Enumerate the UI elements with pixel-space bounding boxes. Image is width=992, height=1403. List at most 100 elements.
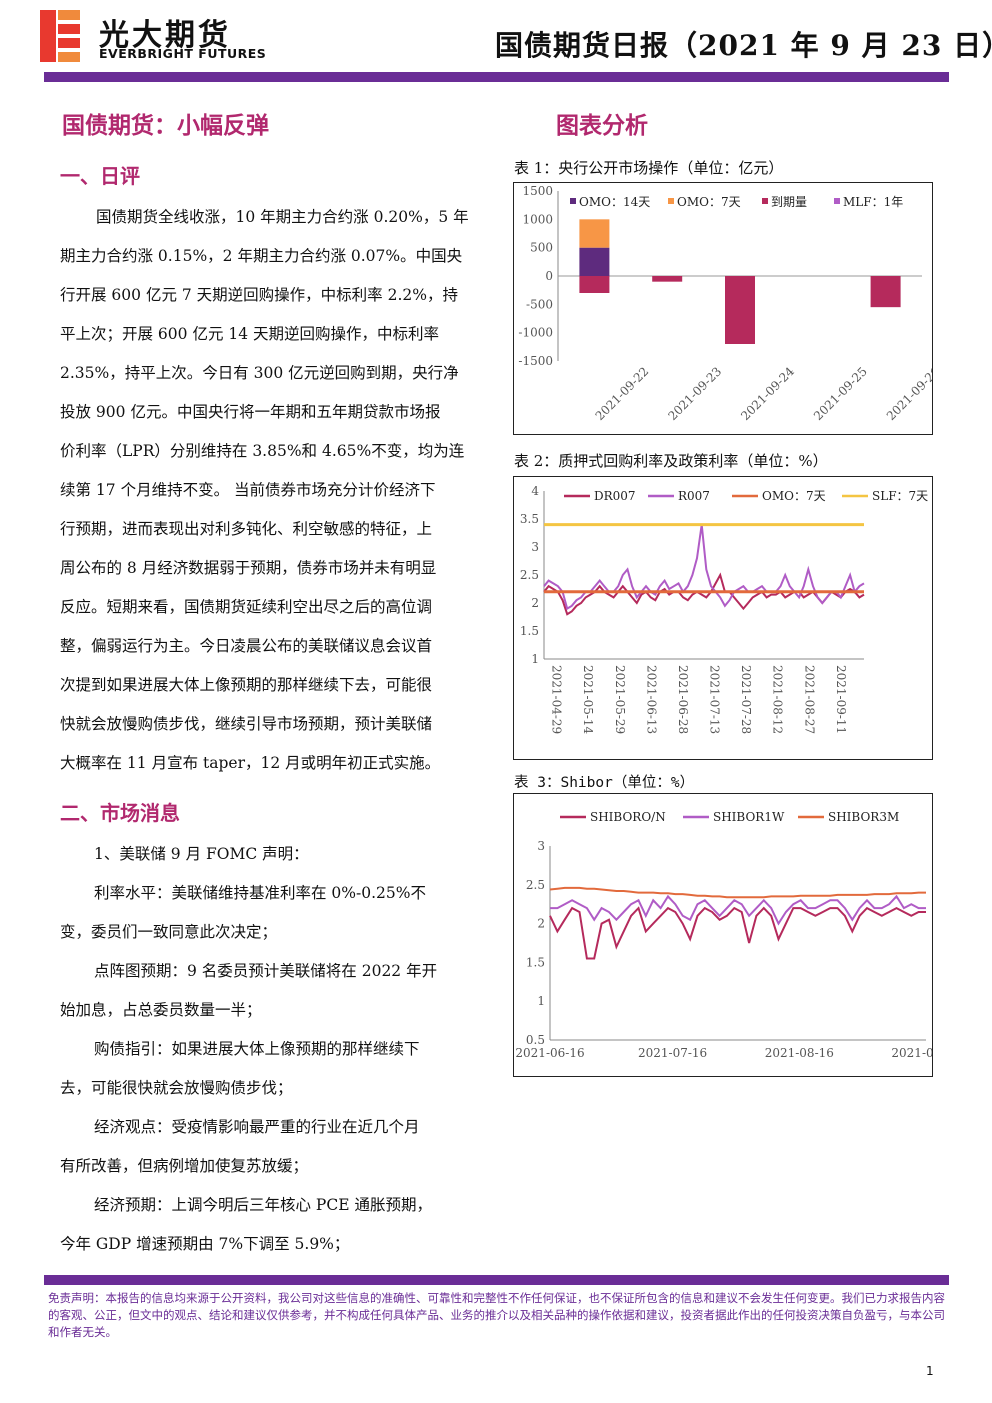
body-line: 始加息，占总委员数量一半； xyxy=(60,1001,262,1019)
body-line: 续第 17 个月维持不变。 当前债券市场充分计价经济下 xyxy=(60,481,436,499)
body-line: 周公布的 8 月经济数据弱于预期，债券市场并未有明显 xyxy=(60,559,437,577)
chart1-frame: -1500 -1000 -500 0 500 1000 1500 2021-09-22 2021… xyxy=(513,182,943,435)
logo-name-en: EVERBRIGHT FUTURES xyxy=(99,46,267,61)
y-tick-label: 2 xyxy=(537,917,545,931)
chart3-caption: 表 3：Shibor（单位：%） xyxy=(514,775,695,791)
legend-swatch xyxy=(668,198,674,204)
x-tick-label: 2021-06-28 xyxy=(676,665,690,734)
y-tick-label: 3.5 xyxy=(520,512,539,526)
x-tick-label: 2021-09-25 xyxy=(811,364,870,423)
y-tick-label: 1000 xyxy=(522,212,553,226)
bar-segment xyxy=(579,276,610,293)
shibor-line-chart: 0.5 1 1.5 2 2.5 3 2021-06-16 2021-07-16 2021-08-… xyxy=(515,810,960,1060)
body-line: 大概率在 11 月宣布 taper，12 月或明年初正式实施。 xyxy=(60,754,441,772)
section2-title: 二、市场消息 xyxy=(60,801,180,825)
y-tick-label: -1000 xyxy=(518,326,553,340)
logo-icon xyxy=(40,10,80,62)
x-tick-label: 2021-09-11 xyxy=(834,665,848,734)
y-tick-label: 3 xyxy=(537,839,545,853)
body-line: 变，委员们一致同意此次决定； xyxy=(60,923,278,941)
body-line: 行开展 600 亿元 7 天期逆回购操作，中标利率 2.2%，持 xyxy=(60,286,458,304)
logo-mark xyxy=(40,10,84,62)
x-tick-label: 2021-08-16 xyxy=(765,1046,834,1060)
y-tick-label: 0.5 xyxy=(526,1033,545,1047)
x-tick-label: 2021-07-13 xyxy=(708,665,722,734)
y-tick-label: 1.5 xyxy=(526,955,545,969)
legend-label: R007 xyxy=(678,489,710,503)
legend-swatch xyxy=(834,198,840,204)
legend-label: OMO：7天 xyxy=(677,195,741,209)
y-tick-label: 1 xyxy=(531,652,539,666)
y-tick-label: -500 xyxy=(526,297,553,311)
body-line: 国债期货全线收涨，10 年期主力合约涨 0.20%，5 年 xyxy=(96,208,469,226)
series-line xyxy=(543,524,865,611)
body-line: 投放 900 亿元。中国央行将一年期和五年期贷款市场报 xyxy=(60,403,441,421)
chart-section-title: 图表分析 xyxy=(556,112,648,139)
y-tick-label: 2.5 xyxy=(520,568,539,582)
body-line: 今年 GDP 增速预期由 7%下调至 5.9%； xyxy=(60,1235,350,1253)
y-tick-label: 0 xyxy=(545,269,553,283)
body-line: 反应。短期来看，国债期货延续利空出尽之后的高位调 xyxy=(60,598,433,616)
y-tick-label: 2 xyxy=(531,596,539,610)
legend-label: SHIBORO/N xyxy=(590,810,666,824)
body-line: 行预期，进而表现出对利多钝化、利空敏感的特征，上 xyxy=(60,520,433,538)
body-line: 期主力合约涨 0.15%，2 年期主力合约涨 0.07%。中国央 xyxy=(60,247,463,265)
y-tick-label: 500 xyxy=(530,241,553,255)
chart2-frame: 1 1.5 2 2.5 3 3.5 4 2021-04-29 2021-05-14 2021-05… xyxy=(513,476,933,760)
x-tick-label: 2021-09-23 xyxy=(665,364,724,423)
x-tick-label: 2021-04-29 xyxy=(550,665,564,734)
x-tick-label: 2021-08-27 xyxy=(802,665,816,734)
body-line: 1、美联储 9 月 FOMC 声明： xyxy=(94,845,309,863)
bar-segment xyxy=(579,247,610,276)
body-line: 点阵图预期：9 名委员预计美联储将在 2022 年开 xyxy=(94,962,438,980)
footer-divider xyxy=(44,1275,949,1285)
body-line: 利率水平：美联储维持基准利率在 0%-0.25%不 xyxy=(94,884,426,902)
x-tick-label: 2021-09-26 xyxy=(884,364,932,423)
repo-rate-line-chart: 1 1.5 2 2.5 3 3.5 4 2021-04-29 2021-05-14 2021-05… xyxy=(520,484,928,735)
x-tick-label: 2021-09-24 xyxy=(738,364,797,423)
body-line: 购债指引：如果进展大体上像预期的那样继续下 xyxy=(94,1040,420,1058)
x-tick-label: 2021-05-14 xyxy=(581,665,595,735)
y-tick-label: 4 xyxy=(531,484,539,498)
body-line: 次提到如果进展大体上像预期的那样继续下去，可能很 xyxy=(60,676,433,694)
legend-label: OMO：7天 xyxy=(762,489,826,503)
body-line: 经济观点：受疫情影响最严重的行业在近几个月 xyxy=(94,1118,420,1136)
bar-segment xyxy=(870,276,901,308)
report-title: 国债期货日报（2021 年 9 月 23 日） xyxy=(495,29,992,62)
bar-segment xyxy=(579,219,610,248)
x-tick-label: 2021-08-12 xyxy=(771,665,785,734)
legend-label: MLF：1年 xyxy=(843,195,903,209)
body-line: 平上次；开展 600 亿元 14 天期逆回购操作，中标利率 xyxy=(60,325,440,343)
chart2-caption: 表 2：质押式回购利率及政策利率（单位：%） xyxy=(514,452,828,470)
x-tick-label: 2021-07-28 xyxy=(739,665,753,734)
section1-title: 一、日评 xyxy=(60,164,140,188)
x-tick-label: 2021-09-16 xyxy=(891,1046,932,1060)
x-tick-label: 2021-06-13 xyxy=(644,665,658,734)
y-tick-label: 1.5 xyxy=(520,624,539,638)
y-tick-label: 2.5 xyxy=(526,878,545,892)
body-line: 有所改善，但病例增加使复苏放缓； xyxy=(60,1157,309,1175)
y-tick-label: 1500 xyxy=(522,184,553,198)
bar-segment xyxy=(725,276,755,344)
body-line: 整，偏弱运行为主。今日凌晨公布的美联储议息会议首 xyxy=(60,637,433,655)
section1-body: 国债期货全线收涨，10 年期主力合约涨 0.20%，5 年 期主力合约涨 0.1… xyxy=(60,198,485,783)
body-line: 快就会放慢购债步伐，继续引导市场预期，预计美联储 xyxy=(60,715,433,733)
main-title: 国债期货：小幅反弹 xyxy=(62,112,269,139)
legend-label: 到期量 xyxy=(771,195,807,209)
series-line xyxy=(550,894,926,926)
body-line: 价利率（LPR）分别维持在 3.85%和 4.65%不变，均为连 xyxy=(60,442,465,460)
series-line xyxy=(549,886,926,899)
logo-name-cn: 光大期货 xyxy=(99,18,231,53)
page-number: 1 xyxy=(926,1364,934,1378)
x-tick-label: 2021-09-22 xyxy=(593,364,652,423)
x-tick-label: 2021-05-29 xyxy=(613,665,627,734)
legend-label: SHIBOR1W xyxy=(713,810,785,824)
y-tick-label: -1500 xyxy=(518,354,553,368)
header-divider xyxy=(44,72,949,82)
chart1-caption: 表 1：央行公开市场操作（单位：亿元） xyxy=(514,159,784,177)
legend-label: SLF：7天 xyxy=(872,489,928,503)
body-line: 2.35%，持平上次。今日有 300 亿元逆回购到期，央行净 xyxy=(60,364,459,382)
body-line: 经济预期：上调今明后三年核心 PCE 通胀预期， xyxy=(94,1196,432,1214)
chart3-frame: 0.5 1 1.5 2 2.5 3 2021-06-16 2021-07-16 2021-08-… xyxy=(513,793,961,1077)
